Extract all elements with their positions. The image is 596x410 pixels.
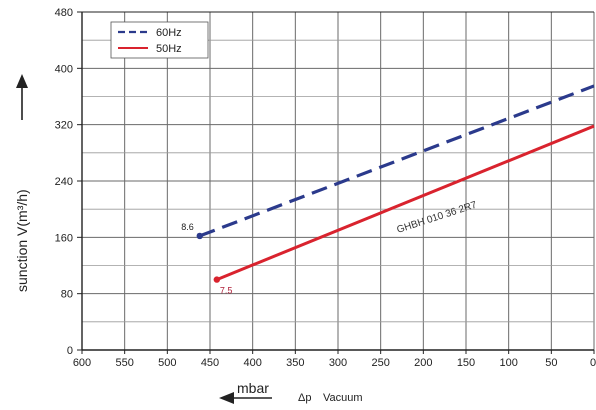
x-tick-label: 250 (371, 357, 389, 369)
y-tick-label: 0 (67, 345, 73, 357)
legend-label-60hz: 60Hz (156, 27, 182, 39)
y-tick-labels: 0 80 160 240 320 400 480 (55, 7, 82, 357)
x-tick-label: 350 (286, 357, 304, 369)
x-tick-label: 550 (115, 357, 133, 369)
y-tick-label: 480 (55, 7, 73, 19)
x-axis-unit: mbar (237, 380, 269, 396)
x-tick-label: 200 (414, 357, 432, 369)
x-tick-labels: 600 550 500 450 400 350 300 250 200 150 100 50 0 (73, 350, 596, 369)
legend: 60Hz 50Hz (110, 21, 209, 59)
legend-label-50hz: 50Hz (156, 43, 182, 55)
series-layer: 8.6 7.5 (181, 84, 595, 296)
y-tick-label: 80 (61, 289, 73, 301)
x-tick-label: 450 (201, 357, 219, 369)
x-tick-label: 400 (243, 357, 261, 369)
x-axis-description: Vacuum (323, 392, 363, 404)
series-start-point-60hz (196, 232, 203, 240)
horizontal-grid-lines (82, 39, 594, 323)
series-line-60hz (199, 84, 595, 238)
x-axis-symbol: Δp (298, 392, 311, 404)
y-tick-label: 160 (55, 232, 73, 244)
x-tick-label: 500 (158, 357, 176, 369)
x-tick-label: 50 (545, 357, 557, 369)
y-axis-label: sunction V(m³/h) (14, 189, 30, 292)
x-tick-label: 100 (499, 357, 517, 369)
legend-box (110, 21, 209, 59)
x-axis-arrow (219, 392, 272, 404)
series-line-50hz (216, 124, 595, 281)
series-start-label-50hz: 7.5 (220, 286, 233, 296)
series-start-point-50hz (213, 276, 221, 283)
x-tick-label: 600 (73, 357, 91, 369)
y-axis-arrow (16, 74, 28, 120)
y-tick-label: 400 (55, 63, 73, 75)
x-tick-label: 300 (329, 357, 347, 369)
x-tick-label: 0 (590, 357, 596, 369)
x-tick-label: 150 (457, 357, 475, 369)
y-tick-label: 240 (55, 176, 73, 188)
series-start-label-60hz: 8.6 (181, 222, 194, 232)
y-tick-label: 320 (55, 120, 73, 132)
